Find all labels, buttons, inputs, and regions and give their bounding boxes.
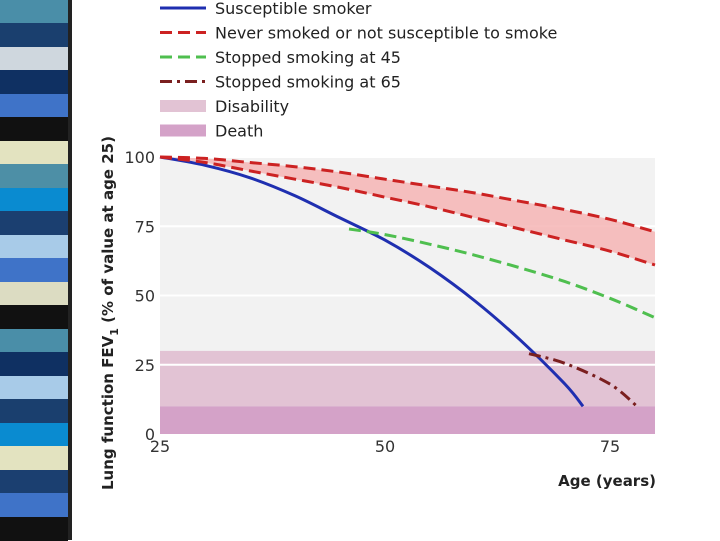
stripe-block <box>0 211 68 236</box>
stripe-block <box>0 164 68 189</box>
stripe-block <box>0 469 68 495</box>
series-line-0 <box>159 155 585 408</box>
y-tick-label: 50 <box>135 287 155 306</box>
stripe-block <box>0 305 68 330</box>
stripe-block <box>0 328 68 354</box>
y-tick-label: 75 <box>135 217 155 236</box>
series-line-3 <box>348 227 656 320</box>
y-axis-title: Lung function FEV1 (% of value at age 25… <box>99 136 121 490</box>
y-tick-label: 0 <box>145 425 155 444</box>
stripe-block <box>0 0 68 25</box>
series-layer <box>159 155 656 408</box>
bands-layer <box>160 350 655 434</box>
x-tick-label: 50 <box>375 437 395 456</box>
legend-label: Stopped smoking at 45 <box>215 48 401 67</box>
y-axis-title-main: Lung function FEV <box>99 335 117 490</box>
series-line-4 <box>528 352 638 408</box>
legend-label: Stopped smoking at 65 <box>215 73 401 92</box>
legend-swatch <box>160 100 206 112</box>
y-axis-title-rest: (% of value at age 25) <box>99 136 117 328</box>
stripe-block <box>0 281 68 307</box>
x-axis-title: Age (years) <box>558 472 656 490</box>
stripe-block <box>0 493 68 518</box>
y-tick-label: 100 <box>124 148 155 167</box>
stripe-block <box>0 23 68 48</box>
stripe-block <box>0 516 68 541</box>
stripe-block <box>0 234 68 260</box>
never-smoked-range-area <box>160 157 655 265</box>
x-tick-label: 25 <box>150 437 170 456</box>
stripe-block <box>0 446 68 471</box>
y-tick-label: 25 <box>135 356 155 375</box>
band-death <box>160 406 655 434</box>
stripe-block <box>0 93 68 119</box>
stripe-block <box>0 399 68 424</box>
legend-label: Never smoked or not susceptible to smoke <box>215 24 557 43</box>
stripe-block <box>0 70 68 95</box>
x-tick-label: 75 <box>600 437 620 456</box>
slide-decoration-stripe <box>0 0 68 541</box>
stripe-block <box>0 422 68 448</box>
band-disability <box>160 350 655 407</box>
legend-swatch <box>160 124 206 137</box>
stripe-block <box>0 352 68 377</box>
series-line-2 <box>159 155 656 267</box>
legend: Susceptible smoker Never smoked or not su… <box>160 0 557 141</box>
y-axis-title-subscript: 1 <box>108 328 121 336</box>
slide-stripe-border <box>68 0 72 540</box>
legend-label: Disability <box>215 97 289 116</box>
stripe-block <box>0 140 68 166</box>
stripe-block <box>0 46 68 72</box>
stripe-block <box>0 117 68 142</box>
stripe-block <box>0 187 68 213</box>
legend-label: Death <box>215 122 263 141</box>
area-layer <box>160 157 655 265</box>
legend-label: Susceptible smoker <box>215 0 372 18</box>
stripe-block <box>0 258 68 283</box>
stripe-block <box>0 375 68 401</box>
